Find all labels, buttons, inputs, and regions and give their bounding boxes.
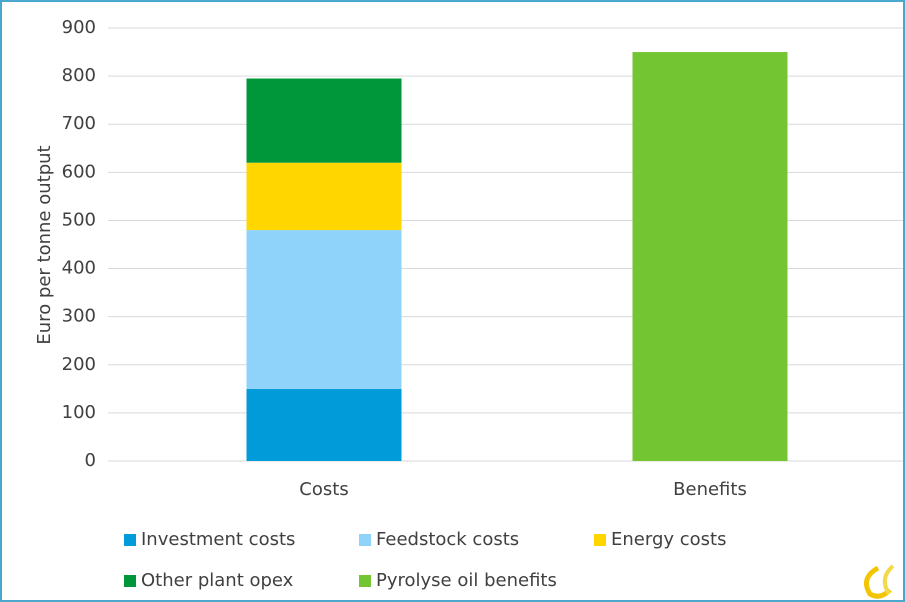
logo [863, 564, 895, 599]
y-tick-label: 0 [85, 450, 96, 471]
legend-label: Other plant opex [141, 570, 294, 591]
legend-label: Investment costs [141, 529, 295, 550]
y-tick-label: 900 [62, 17, 96, 38]
y-tick-label: 800 [62, 65, 96, 86]
legend-label: Energy costs [611, 529, 726, 550]
y-tick-label: 100 [62, 402, 96, 423]
legend-swatch [124, 575, 136, 587]
bar-segment [246, 388, 402, 461]
bar-segment [246, 230, 402, 389]
y-tick-label: 600 [62, 161, 96, 182]
legend-swatch [359, 534, 371, 546]
y-tick-label: 400 [62, 258, 96, 279]
bar-segment [632, 52, 788, 462]
x-tick-label: Costs [299, 479, 348, 500]
legend-swatch [359, 575, 371, 587]
legend-label: Feedstock costs [376, 529, 519, 550]
y-axis-label: Euro per tonne output [34, 145, 55, 344]
legend-swatch [594, 534, 606, 546]
y-tick-label: 500 [62, 209, 96, 230]
y-tick-label: 200 [62, 354, 96, 375]
bar-segment [246, 162, 402, 231]
y-tick-label: 700 [62, 113, 96, 134]
x-tick-label: Benefits [673, 479, 747, 500]
y-tick-label: 300 [62, 306, 96, 327]
bar-segment [246, 78, 402, 163]
legend-label: Pyrolyse oil benefits [376, 570, 557, 591]
legend-swatch [124, 534, 136, 546]
